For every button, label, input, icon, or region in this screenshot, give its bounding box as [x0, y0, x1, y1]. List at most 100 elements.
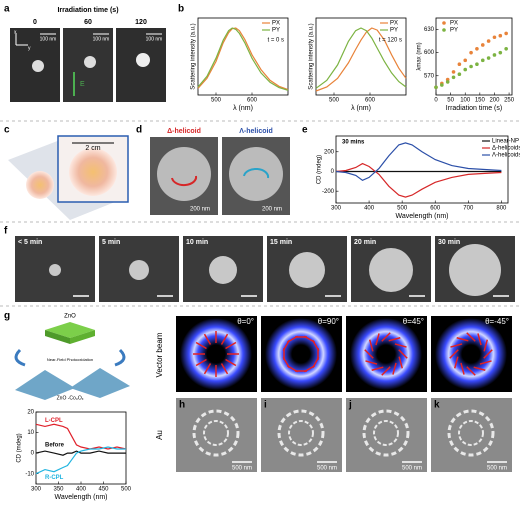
legend-label: PY: [272, 28, 280, 34]
legend-label: PY: [390, 28, 398, 34]
x-tick-label: 600: [430, 206, 441, 212]
x-tick-label: 300: [331, 206, 342, 212]
panel-label: a: [4, 4, 10, 15]
image: [261, 398, 342, 472]
time-label: 0: [33, 19, 37, 26]
y-tick-label: 570: [424, 73, 435, 79]
image-letter: k: [434, 400, 440, 411]
polarization-arrow: [195, 358, 207, 367]
point: [440, 83, 444, 87]
point: [457, 72, 462, 77]
polarization-arrow: [473, 366, 486, 371]
polarization-arrow: [381, 366, 391, 376]
scale-label: 500 nm: [487, 466, 507, 472]
x-tick-label: 400: [364, 206, 375, 212]
polarization-arrow: [477, 333, 482, 346]
annotation: 30 mins: [342, 140, 365, 146]
polarization-arrow: [220, 363, 229, 375]
x-tick-label: 400: [76, 487, 87, 493]
scale-label: 100 nm: [40, 36, 57, 42]
point: [475, 47, 479, 51]
point: [469, 64, 473, 69]
plot-frame: [435, 17, 513, 96]
particle: [136, 53, 150, 67]
sem-images-d: [150, 137, 290, 215]
legend-marker: [442, 21, 446, 25]
polarization-arrow: [460, 362, 465, 375]
panel-label: f: [4, 226, 8, 237]
field-label: E: [80, 81, 85, 88]
vector-beam-images: θ=0° h 500 nm θ=90° i 500 nm θ=45° j 500 nm θ=-45…: [176, 316, 512, 472]
scale-label: 500 nm: [317, 466, 337, 472]
legend-label: Δ-helicoids: [492, 146, 520, 152]
series-line: [315, 27, 407, 89]
x-axis-label: λ (nm): [233, 105, 253, 112]
image-title: Λ-helicoid: [239, 128, 272, 135]
chirality-arrow: [243, 167, 270, 179]
au-structure: [203, 420, 229, 446]
y-axis-label: λmax (nm): [417, 42, 423, 70]
axis-label: y: [28, 45, 31, 51]
scale-label: 100 nm: [93, 36, 110, 42]
image-letter: j: [348, 400, 352, 411]
photo-c: [8, 135, 129, 220]
y-axis-label: CD (mdeg): [17, 433, 23, 462]
point: [486, 39, 491, 43]
y-tick-label: 630: [424, 27, 435, 33]
au-structure: [447, 409, 495, 457]
polarization-arrow: [466, 366, 476, 376]
panel-label: b: [178, 4, 184, 15]
polarization-arrow: [449, 349, 459, 359]
panel-label: c: [4, 125, 10, 136]
x-axis-label: Wavelength (nm): [395, 213, 448, 220]
x-tick-label: 50: [447, 98, 454, 104]
surface: [70, 368, 130, 398]
point: [480, 58, 485, 63]
x-axis-label: Irradiation time (s): [446, 105, 502, 112]
point: [445, 80, 450, 84]
beam-arrow: [14, 348, 26, 367]
y-tick-label: 600: [424, 50, 435, 56]
x-axis-label: λ (nm): [351, 105, 371, 112]
point: [492, 53, 497, 57]
point: [480, 43, 485, 47]
polarization-arrow: [203, 333, 212, 345]
particle: [49, 264, 61, 276]
x-tick-label: 300: [31, 487, 42, 493]
sem-images-a: [10, 28, 166, 102]
annotation: t = 120 s: [379, 38, 402, 44]
polarization-arrow: [371, 366, 384, 371]
x-tick-label: 500: [121, 487, 132, 493]
x-tick-label: 0: [434, 98, 438, 104]
polarization-arrow: [456, 337, 469, 342]
point: [498, 50, 503, 55]
au-structure: [192, 409, 240, 457]
row-label: Au: [155, 430, 164, 440]
particle: [289, 252, 325, 288]
image: [346, 398, 427, 472]
series-label: R-CPL: [45, 475, 64, 481]
legend-marker: [442, 28, 446, 32]
y-tick-label: -10: [25, 471, 34, 477]
row-label: Vector beam: [155, 332, 164, 377]
scale-label: 2 cm: [85, 145, 100, 152]
x-tick-label: 600: [365, 98, 376, 104]
y-tick-label: 20: [27, 410, 34, 416]
au-structure: [277, 409, 325, 457]
polarization-arrow: [450, 343, 463, 348]
point: [504, 31, 508, 36]
scale-label: 500 nm: [232, 466, 252, 472]
x-tick-label: 150: [475, 98, 486, 104]
plot-frame: [315, 17, 407, 96]
y-tick-label: -200: [322, 189, 335, 195]
polarization-arrow: [483, 349, 493, 359]
legend-label: Linear-NP: [492, 139, 519, 145]
scale-label: 500 nm: [402, 466, 422, 472]
beam-arrow: [114, 348, 126, 367]
legend-label: PX: [272, 21, 280, 27]
point: [504, 47, 508, 51]
time-label: 120: [135, 19, 147, 26]
series-line: [35, 450, 126, 456]
y-tick-label: 0: [331, 169, 335, 175]
series-line: [335, 142, 502, 181]
